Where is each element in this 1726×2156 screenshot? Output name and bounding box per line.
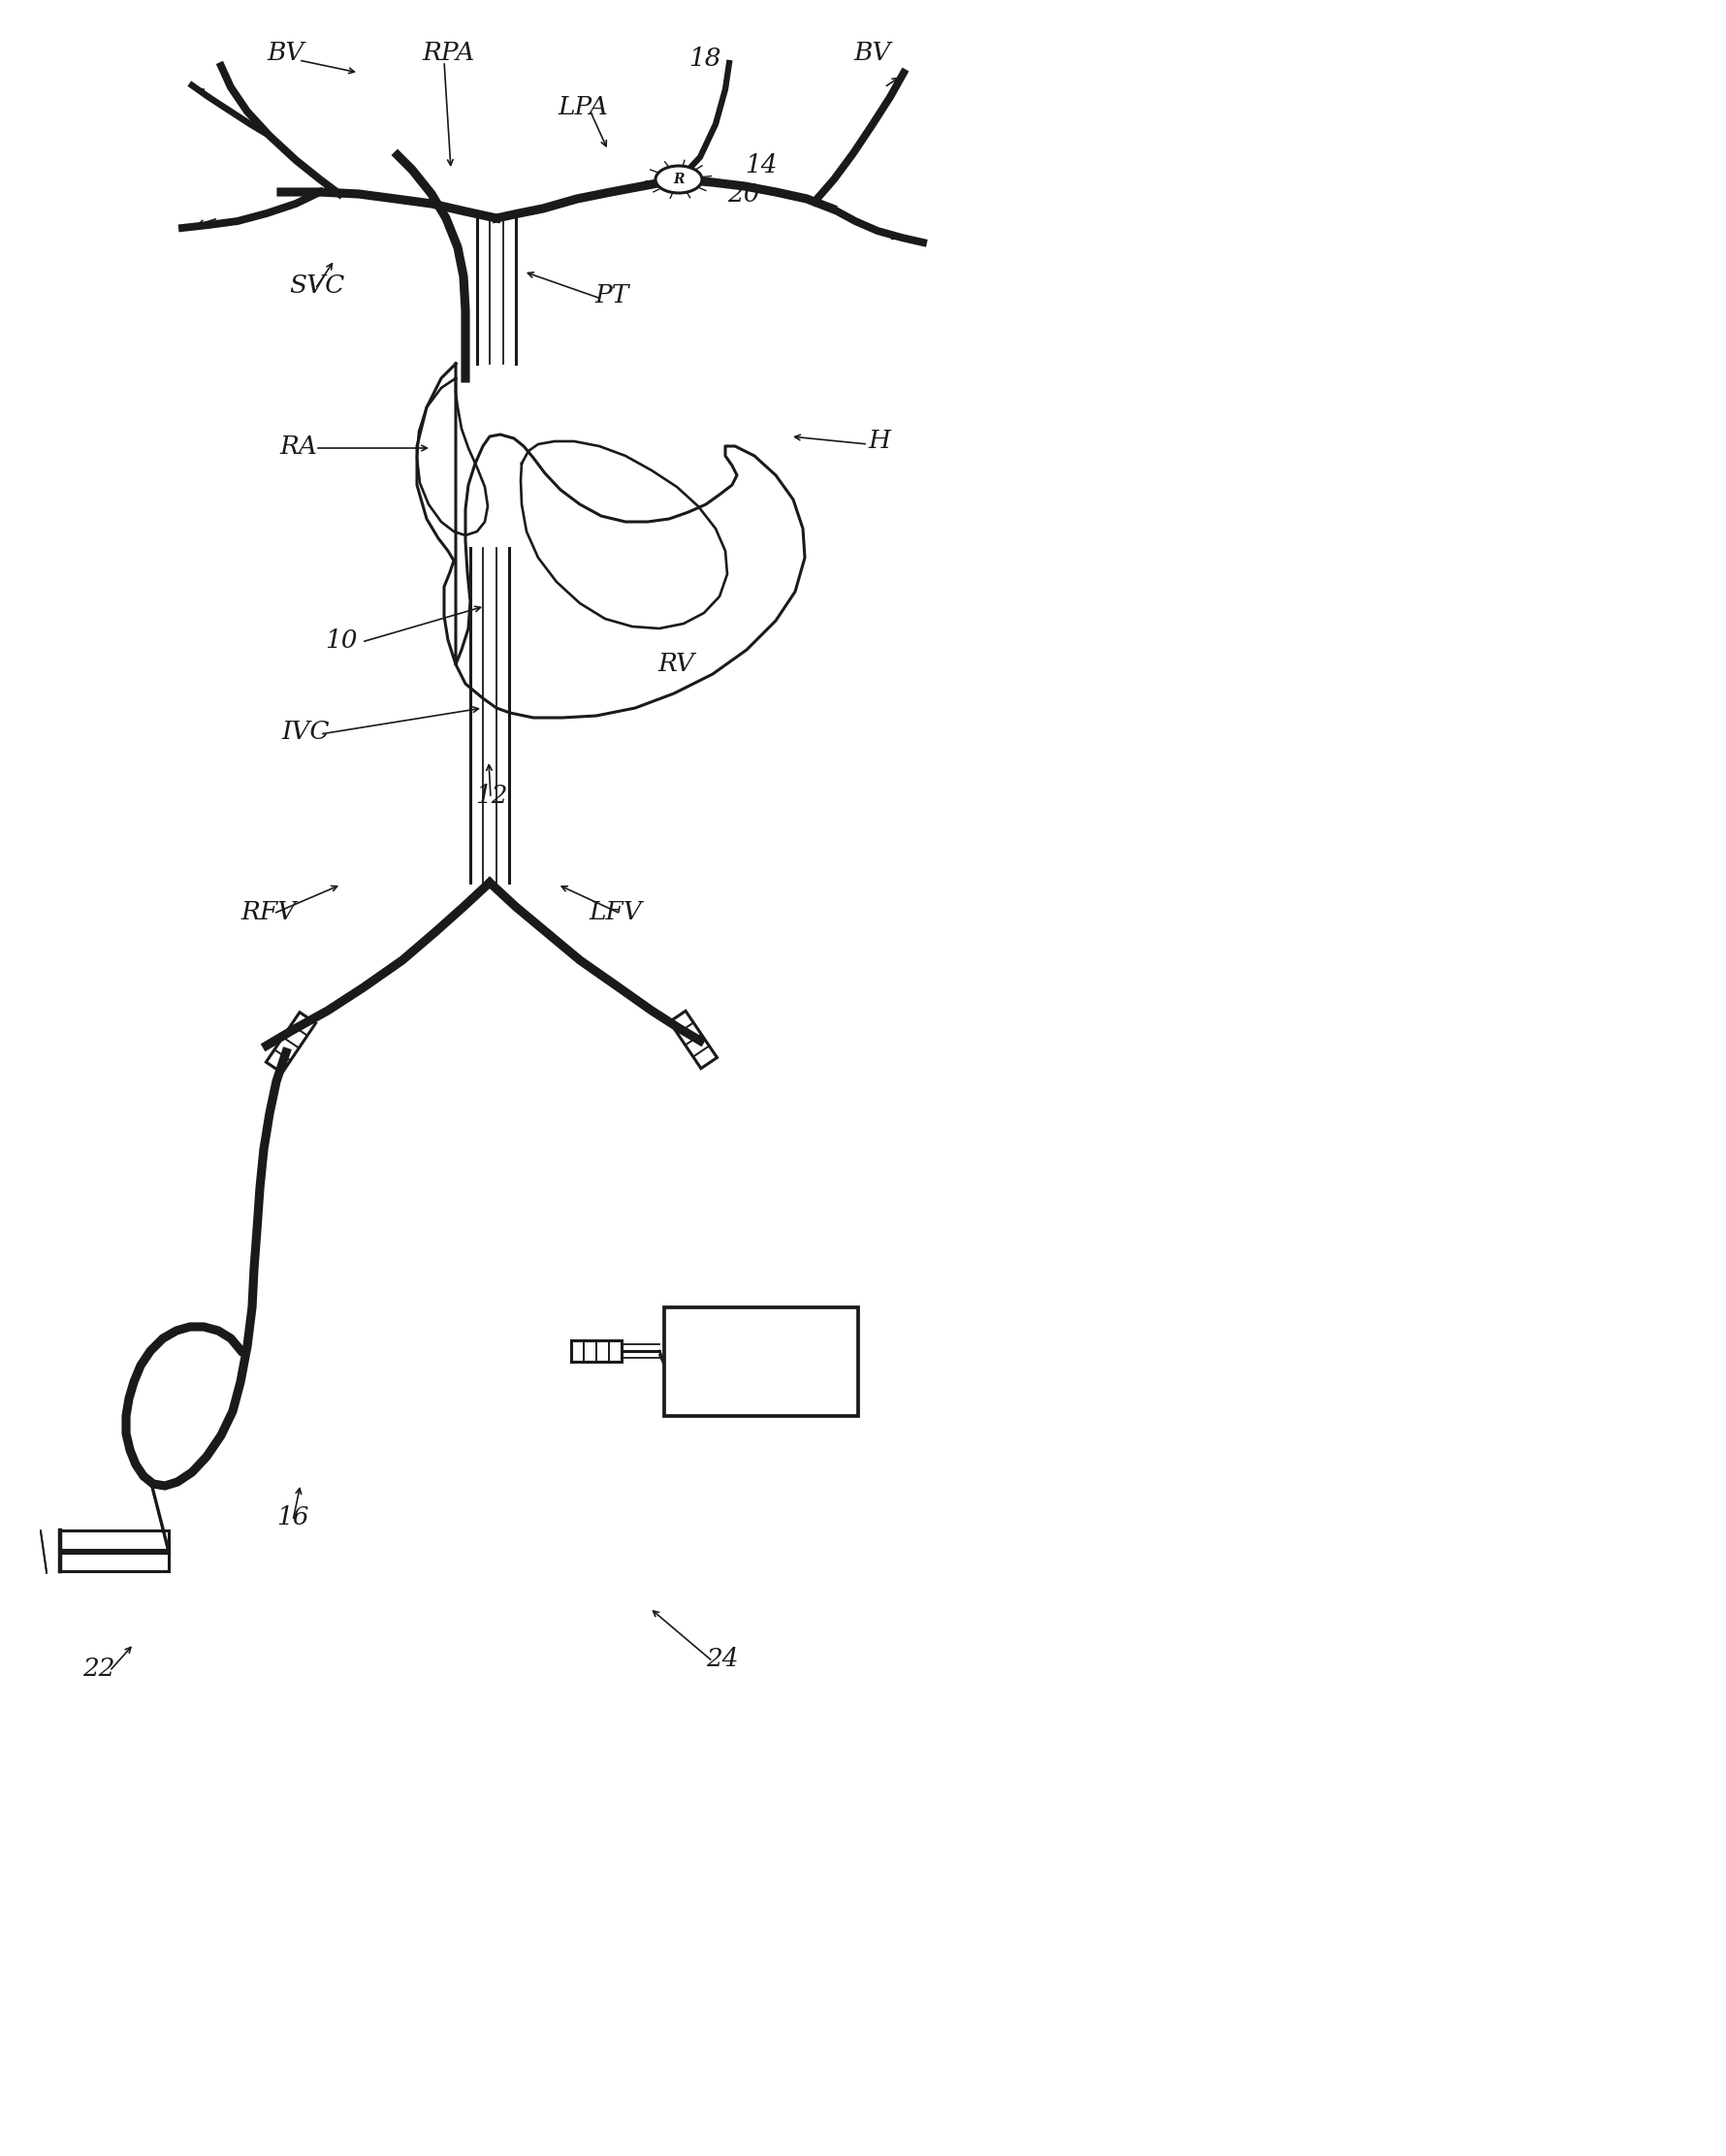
Ellipse shape xyxy=(656,166,702,194)
Text: PT: PT xyxy=(594,285,628,308)
Bar xyxy=(665,1307,858,1416)
Text: BV: BV xyxy=(853,41,891,65)
Text: BV: BV xyxy=(266,41,304,65)
Text: 12: 12 xyxy=(475,783,507,806)
Text: 10: 10 xyxy=(324,627,357,653)
Text: LPA: LPA xyxy=(557,95,608,119)
Text: IVC: IVC xyxy=(281,720,330,744)
Text: H: H xyxy=(868,429,891,453)
Text: 16: 16 xyxy=(276,1505,309,1531)
Text: 20: 20 xyxy=(727,181,759,207)
Text: 18: 18 xyxy=(689,45,721,71)
Text: 14: 14 xyxy=(744,153,777,177)
Text: RA: RA xyxy=(280,433,318,459)
Text: SVC: SVC xyxy=(288,274,345,298)
Text: LFV: LFV xyxy=(589,899,642,923)
Text: RV: RV xyxy=(658,653,694,677)
Text: RFV: RFV xyxy=(240,899,295,923)
Text: 24: 24 xyxy=(706,1647,739,1671)
Text: 22: 22 xyxy=(83,1656,116,1680)
Text: R: R xyxy=(673,172,683,185)
Bar xyxy=(60,1531,169,1572)
Text: RPA: RPA xyxy=(421,41,475,65)
